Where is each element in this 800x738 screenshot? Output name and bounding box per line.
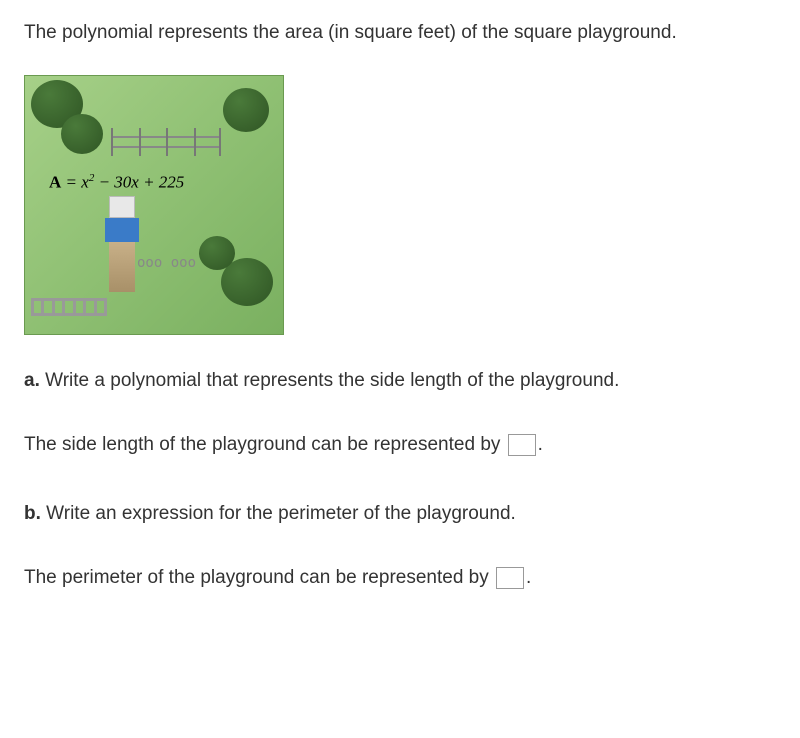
bush-icon — [61, 114, 103, 154]
formula-var: x — [81, 172, 89, 191]
fence-icon — [111, 128, 221, 156]
formula-lhs: A — [49, 172, 61, 191]
part-a-text: Write a polynomial that represents the s… — [40, 370, 620, 391]
part-b-answer-suffix: . — [526, 567, 531, 588]
part-a-answer-prefix: The side length of the playground can be… — [24, 434, 506, 455]
part-b-answer-line: The perimeter of the playground can be r… — [24, 564, 776, 593]
part-b-answer-prefix: The perimeter of the playground can be r… — [24, 567, 494, 588]
slide-platform-icon — [105, 218, 139, 242]
ladder-icon — [31, 298, 107, 316]
slide-base-icon — [109, 196, 135, 218]
problem-prompt: The polynomial represents the area (in s… — [24, 20, 776, 47]
part-b-label: b. — [24, 503, 41, 524]
part-a-label: a. — [24, 370, 40, 391]
playground-illustration: A = x2 − 30x + 225 ooo ooo — [24, 75, 284, 335]
wheels-icon: ooo ooo — [137, 258, 196, 268]
side-length-input[interactable] — [508, 434, 536, 456]
formula-rest: − 30x + 225 — [94, 172, 184, 191]
bush-icon — [199, 236, 235, 270]
formula-equals: = — [61, 172, 81, 191]
area-formula: A = x2 − 30x + 225 — [49, 172, 184, 193]
part-a-answer-suffix: . — [538, 434, 543, 455]
slide-body-icon — [109, 242, 135, 292]
part-a-question: a. Write a polynomial that represents th… — [24, 367, 776, 396]
bush-icon — [223, 88, 269, 132]
part-a-answer-line: The side length of the playground can be… — [24, 431, 776, 460]
part-b-question: b. Write an expression for the perimeter… — [24, 500, 776, 529]
part-b-text: Write an expression for the perimeter of… — [41, 503, 516, 524]
perimeter-input[interactable] — [496, 567, 524, 589]
